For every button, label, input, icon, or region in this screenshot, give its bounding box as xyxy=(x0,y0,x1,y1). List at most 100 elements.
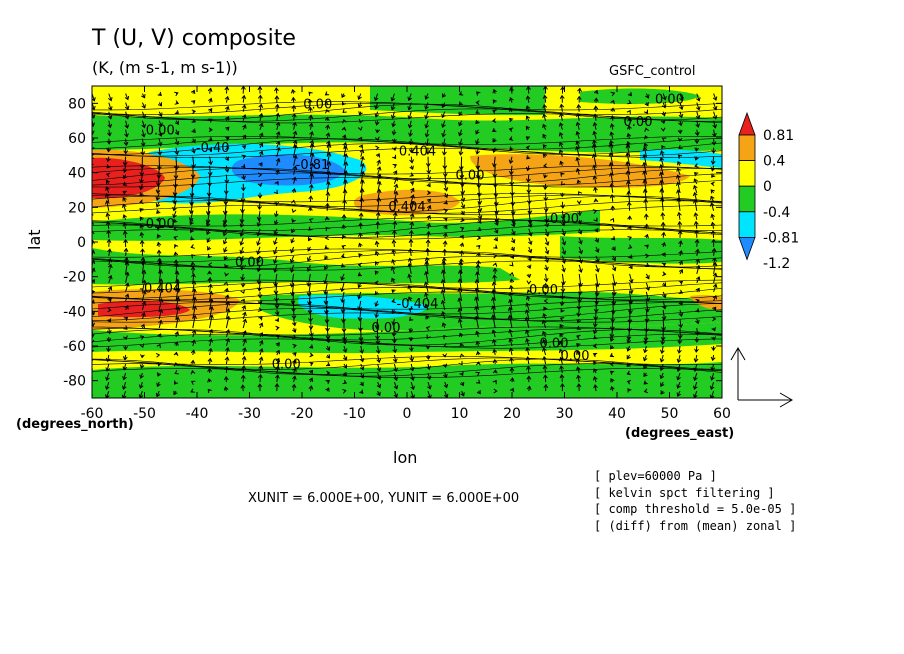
wind-vector-head xyxy=(342,108,347,113)
wind-vector xyxy=(426,138,429,146)
wind-vector-head xyxy=(275,349,280,355)
wind-vector-head xyxy=(693,385,698,390)
wind-vector xyxy=(410,138,412,145)
wind-vector xyxy=(293,155,297,166)
wind-vector xyxy=(595,255,599,263)
wind-vector xyxy=(392,249,395,257)
wind-vector-head xyxy=(493,193,499,198)
wind-vector xyxy=(662,318,665,331)
wind-vector-head xyxy=(307,236,313,242)
wind-vector xyxy=(459,270,463,283)
wind-vector xyxy=(561,219,565,226)
wind-vector xyxy=(660,164,664,175)
wind-vector xyxy=(393,372,398,381)
wind-vector-head xyxy=(492,109,497,114)
wind-vector-head xyxy=(492,274,497,279)
wind-vector-head xyxy=(510,239,516,244)
wind-vector-head xyxy=(441,310,446,316)
wind-vector-head xyxy=(628,278,634,284)
wind-vector xyxy=(713,295,717,302)
colorbar-label: -1.2 xyxy=(763,256,790,272)
wind-vector-head xyxy=(273,189,278,195)
wind-vector-head xyxy=(477,219,482,224)
wind-vector-head xyxy=(123,238,129,244)
wind-vector-head xyxy=(477,200,483,205)
wind-vector-head xyxy=(578,249,583,255)
wind-vector-head xyxy=(140,248,145,253)
wind-vector-head xyxy=(273,268,278,273)
wind-vector xyxy=(578,237,582,244)
wind-vector xyxy=(258,201,261,210)
wind-vector xyxy=(242,319,246,329)
wind-vector xyxy=(677,363,681,372)
wind-vector xyxy=(542,320,547,329)
wind-vector-head xyxy=(292,334,297,340)
wind-vector xyxy=(108,249,111,256)
wind-vector xyxy=(679,309,683,317)
wind-vector-head xyxy=(206,192,212,197)
contour-line xyxy=(92,300,722,310)
wind-vector-head xyxy=(609,131,615,136)
wind-vector xyxy=(595,246,599,253)
contour-line xyxy=(92,302,722,315)
wind-vector xyxy=(158,138,162,146)
wind-vector xyxy=(528,237,532,245)
wind-vector xyxy=(444,390,448,398)
wind-vector-head xyxy=(475,109,480,114)
wind-vector-head xyxy=(662,271,667,277)
wind-vector xyxy=(609,153,614,166)
wind-vector-head xyxy=(544,232,550,237)
wind-vector-head xyxy=(240,374,246,379)
wind-vector xyxy=(192,340,195,347)
wind-vector-head xyxy=(256,241,261,246)
wind-vector xyxy=(696,129,699,136)
wind-vector-head xyxy=(475,350,481,356)
wind-vector-head xyxy=(675,181,681,186)
wind-vector xyxy=(677,390,681,397)
wind-vector-head xyxy=(426,385,432,390)
wind-vector-head xyxy=(578,282,583,288)
wind-vector-head xyxy=(105,179,111,185)
wind-vector-head xyxy=(208,160,213,166)
wind-vector-head xyxy=(695,97,701,102)
wind-vector-head xyxy=(274,317,279,323)
wind-vector-head xyxy=(476,244,481,250)
wind-vector xyxy=(125,129,128,137)
wind-vector-head xyxy=(662,293,667,299)
wind-vector-head xyxy=(124,282,130,287)
wind-vector-head xyxy=(542,113,547,119)
wind-vector-head xyxy=(645,253,650,259)
wind-vector-head xyxy=(324,255,329,260)
colorbar-segment xyxy=(738,211,756,238)
wind-vector-head xyxy=(357,103,363,108)
wind-vector-head xyxy=(693,184,698,190)
wind-vector xyxy=(326,192,329,202)
wind-vector-head xyxy=(259,132,264,137)
wind-vector-head xyxy=(242,338,247,344)
wind-vector-head xyxy=(375,153,380,158)
wind-vector xyxy=(409,248,412,256)
wind-vector-head xyxy=(542,104,548,109)
wind-vector-head xyxy=(710,356,716,362)
wind-vector-head xyxy=(357,283,362,289)
wind-vector-head xyxy=(205,219,211,224)
contour-line xyxy=(92,303,722,320)
wind-vector xyxy=(713,102,717,110)
wind-vector-head xyxy=(594,292,600,297)
wind-vector-head xyxy=(292,367,297,372)
contour-label: -0.404 xyxy=(139,281,181,296)
wind-vector-head xyxy=(357,295,362,300)
wind-vector-head xyxy=(442,363,448,368)
wind-vector-head xyxy=(610,385,615,391)
wind-vector-head xyxy=(274,382,280,388)
wind-vector-head xyxy=(374,324,380,330)
wind-vector xyxy=(444,381,448,388)
wind-vector-head xyxy=(104,200,110,205)
wind-vector-head xyxy=(242,347,247,352)
wind-vector-head xyxy=(712,306,717,311)
wind-vector-head xyxy=(326,370,331,376)
note-line: [ (diff) from (mean) zonal ] xyxy=(594,519,796,533)
wind-vector-head xyxy=(407,96,412,102)
wind-vector-head xyxy=(508,298,513,304)
wind-vector xyxy=(326,171,330,184)
